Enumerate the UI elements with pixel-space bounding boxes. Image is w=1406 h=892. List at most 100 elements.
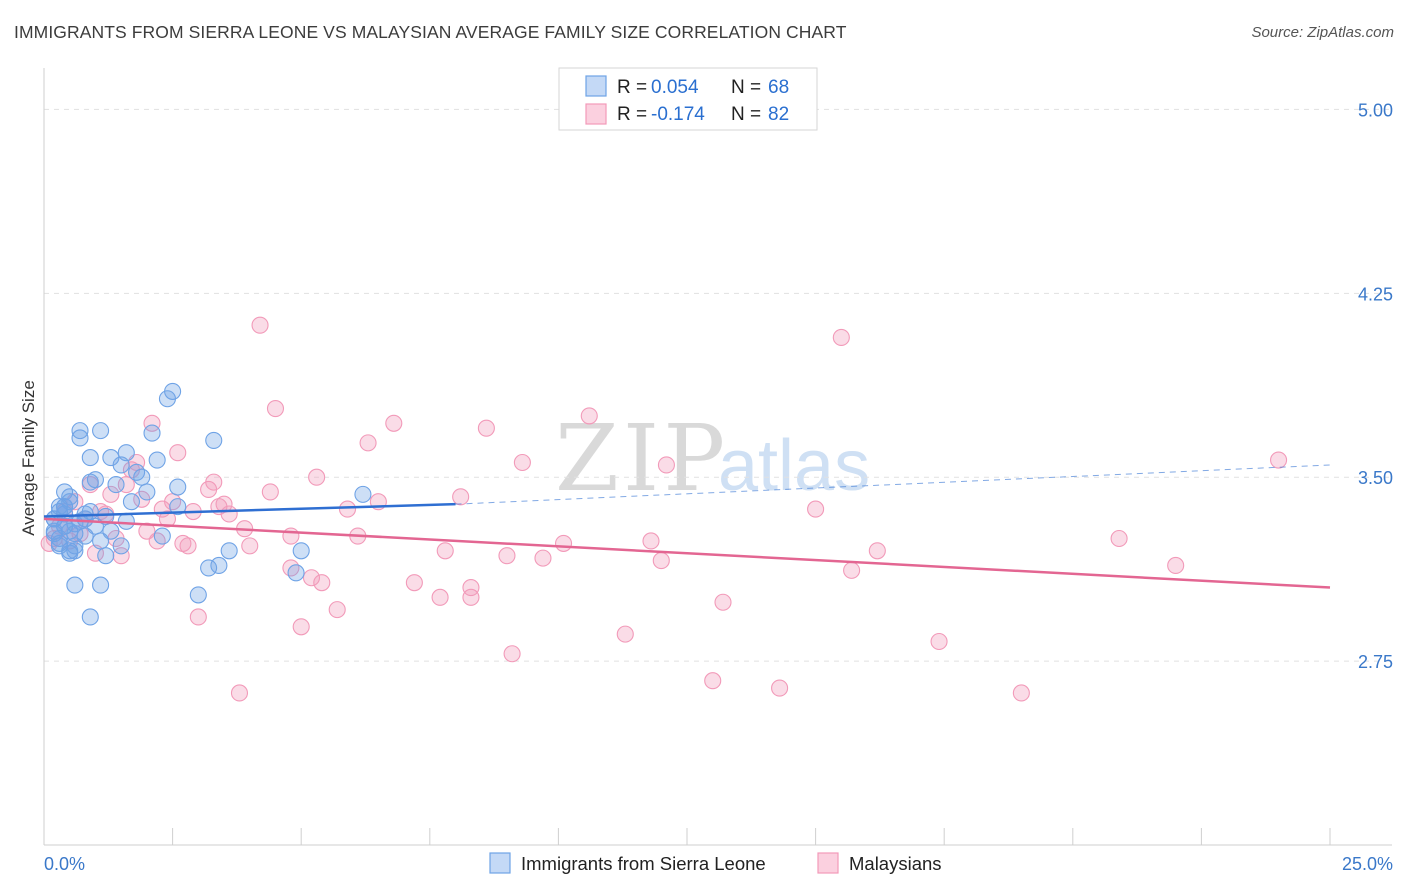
watermark-zip: ZIP (555, 405, 729, 512)
sierra-leone-point (56, 505, 74, 523)
malaysians-point (513, 453, 531, 472)
correlation-legend: R = 0.054 N = 68 R = -0.174 N = 82 (558, 67, 818, 131)
bottom-legend-label-malaysians: Malaysians (849, 853, 942, 874)
malaysians-point (328, 601, 346, 619)
malaysians-point (462, 588, 480, 606)
bottom-legend-swatch-blue (489, 852, 511, 874)
sierra-leone-point (143, 424, 161, 442)
sierra-leone-point (86, 471, 104, 489)
sierra-leone-point (71, 429, 89, 447)
sierra-leone-point (210, 556, 228, 575)
sierra-leone-point (71, 422, 89, 440)
sierra-leone-trend-line (43, 502, 456, 518)
sierra-leone-point (138, 483, 156, 501)
x-tick-label-max: 25.0% (1342, 854, 1393, 874)
sierra-leone-point (81, 449, 99, 467)
malaysians-point (771, 679, 789, 697)
gridlines (44, 108, 1392, 662)
malaysians-point (431, 588, 449, 606)
malaysians-point (1110, 529, 1128, 548)
sierra-leone-point (189, 586, 207, 604)
malaysians-point (580, 407, 598, 425)
malaysians-point (498, 547, 516, 565)
y-tick-label: 3.50 (1358, 468, 1393, 488)
malaysians-point (338, 500, 357, 518)
watermark-atlas: atlas (718, 426, 870, 506)
malaysians-point (436, 542, 454, 560)
sierra-leone-point (220, 542, 238, 560)
malaysians-point (930, 632, 948, 651)
sierra-leone-point (133, 468, 151, 486)
malaysians-point (868, 542, 886, 560)
malaysians-point (220, 505, 238, 523)
sierra-leone-point (158, 390, 177, 408)
legend-n-label-1: N = (731, 77, 761, 98)
sierra-leone-point (200, 559, 218, 577)
malaysians-point (843, 561, 861, 579)
legend-r-value-2: -0.174 (651, 104, 705, 125)
malaysians-point (832, 328, 850, 347)
source-label: Source: ZipAtlas.com (1251, 24, 1394, 41)
malaysians-trend-line (43, 517, 1331, 589)
series-legend: Immigrants from Sierra Leone Malaysians (489, 852, 942, 874)
legend-r-value-1: 0.054 (651, 77, 699, 98)
y-tick-label: 5.00 (1358, 100, 1393, 120)
malaysians-point (1012, 684, 1030, 702)
sierra-leone-point (66, 576, 84, 594)
malaysians-point (554, 534, 573, 552)
sierra-leone-point (148, 451, 166, 469)
bottom-legend-swatch-pink (817, 852, 839, 874)
y-tick-labels: 2.75 3.50 4.25 5.00 (1358, 100, 1393, 672)
legend-n-value-1: 68 (768, 77, 789, 98)
malaysians-point (534, 549, 552, 567)
bottom-legend-label-sierra-leone: Immigrants from Sierra Leone (521, 853, 766, 874)
malaysians-point (292, 618, 310, 636)
sierra-leone-point (205, 431, 223, 449)
sierra-leone-point (102, 522, 120, 540)
sierra-leone-trend-extension (455, 464, 1331, 505)
sierra-leone-point (56, 517, 74, 535)
malaysians-point (112, 547, 130, 565)
y-axis-label: Average Family Size (19, 380, 38, 536)
malaysians-point (657, 456, 675, 474)
sierra-leone-point (92, 422, 110, 440)
malaysians-point (102, 485, 120, 503)
malaysians-point (179, 537, 197, 555)
sierra-leone-point (169, 478, 187, 496)
malaysians-point (282, 527, 300, 545)
sierra-leone-point (354, 485, 372, 503)
sierra-leone-point (292, 542, 310, 560)
malaysians-point (189, 608, 207, 626)
sierra-leone-point (61, 542, 79, 560)
chart-title: IMMIGRANTS FROM SIERRA LEONE VS MALAYSIA… (14, 22, 847, 42)
malaysians-point (261, 483, 279, 501)
malaysians-point (652, 552, 670, 570)
malaysians-point (714, 593, 732, 611)
malaysians-point (405, 574, 423, 592)
malaysians-point (359, 434, 377, 452)
malaysians-point (477, 419, 495, 437)
malaysians-point (230, 684, 249, 702)
sierra-leone-point (97, 547, 115, 565)
sierra-leone-point (81, 608, 99, 626)
malaysians-point (282, 559, 300, 577)
legend-r-label-2: R = (617, 104, 647, 125)
sierra-leone-point (66, 515, 84, 533)
sierra-leone-point (117, 444, 135, 462)
malaysians-point (302, 569, 321, 587)
sierra-leone-point (92, 576, 110, 594)
axes (43, 68, 1392, 846)
legend-swatch-pink (585, 103, 607, 125)
sierra-leone-point (287, 564, 305, 582)
x-tick-label-min: 0.0% (44, 854, 85, 874)
watermark: ZIP atlas (555, 405, 870, 512)
malaysians-point (1270, 451, 1288, 469)
sierra-leone-point (153, 527, 171, 545)
malaysians-point (169, 444, 187, 462)
legend-n-value-2: 82 (768, 104, 789, 125)
legend-swatch-blue (585, 75, 607, 97)
malaysians-point (313, 574, 331, 592)
sierra-leone-point (107, 476, 125, 494)
malaysians-point (205, 473, 223, 491)
